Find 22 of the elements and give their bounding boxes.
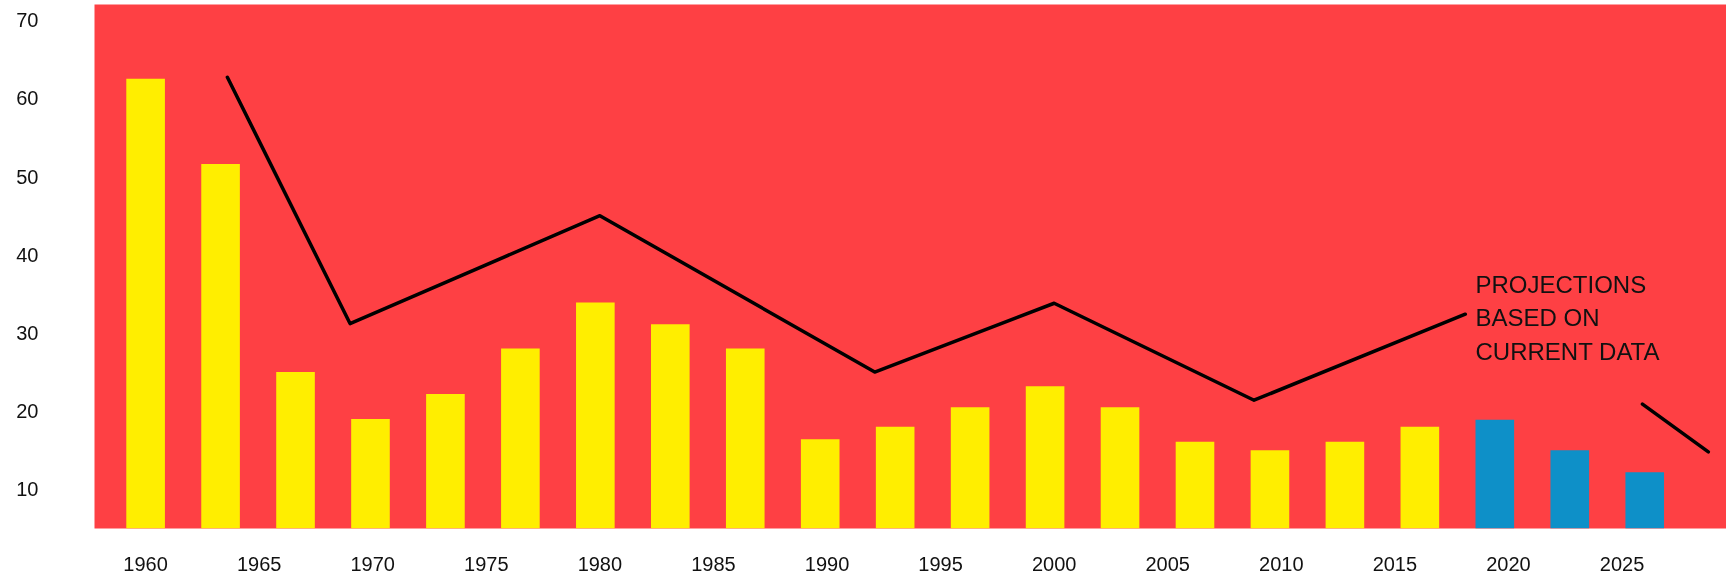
y-tick-label: 40 — [16, 243, 39, 266]
annotation: PROJECTIONS BASED ON CURRENT DATA — [1475, 270, 1660, 365]
x-tick-label: 1995 — [918, 552, 963, 575]
x-tick-label: 1965 — [236, 552, 282, 575]
y-tick-label: 20 — [16, 400, 39, 423]
x-tick-label: 1975 — [464, 552, 509, 575]
x-tick-label: 1985 — [691, 552, 736, 575]
y-tick-label: 60 — [16, 87, 39, 110]
x-tick-label: 2000 — [1031, 552, 1077, 575]
x-tick-label: 2025 — [1599, 552, 1645, 575]
x-tick-label: 1960 — [123, 552, 168, 575]
x-tick-label: 2020 — [1486, 552, 1531, 575]
x-tick-label: 1990 — [804, 552, 850, 575]
y-tick-label: 30 — [16, 321, 39, 344]
x-tick-label: 2005 — [1145, 552, 1190, 575]
x-tick-label: 1970 — [350, 552, 395, 575]
y-tick-label: 70 — [16, 9, 39, 32]
x-tick-label: 2015 — [1372, 552, 1418, 575]
y-tick-label: 10 — [16, 478, 39, 501]
x-tick-label: 1980 — [577, 552, 623, 575]
y-tick-label: 50 — [16, 165, 39, 188]
x-tick-label: 2010 — [1259, 552, 1304, 575]
